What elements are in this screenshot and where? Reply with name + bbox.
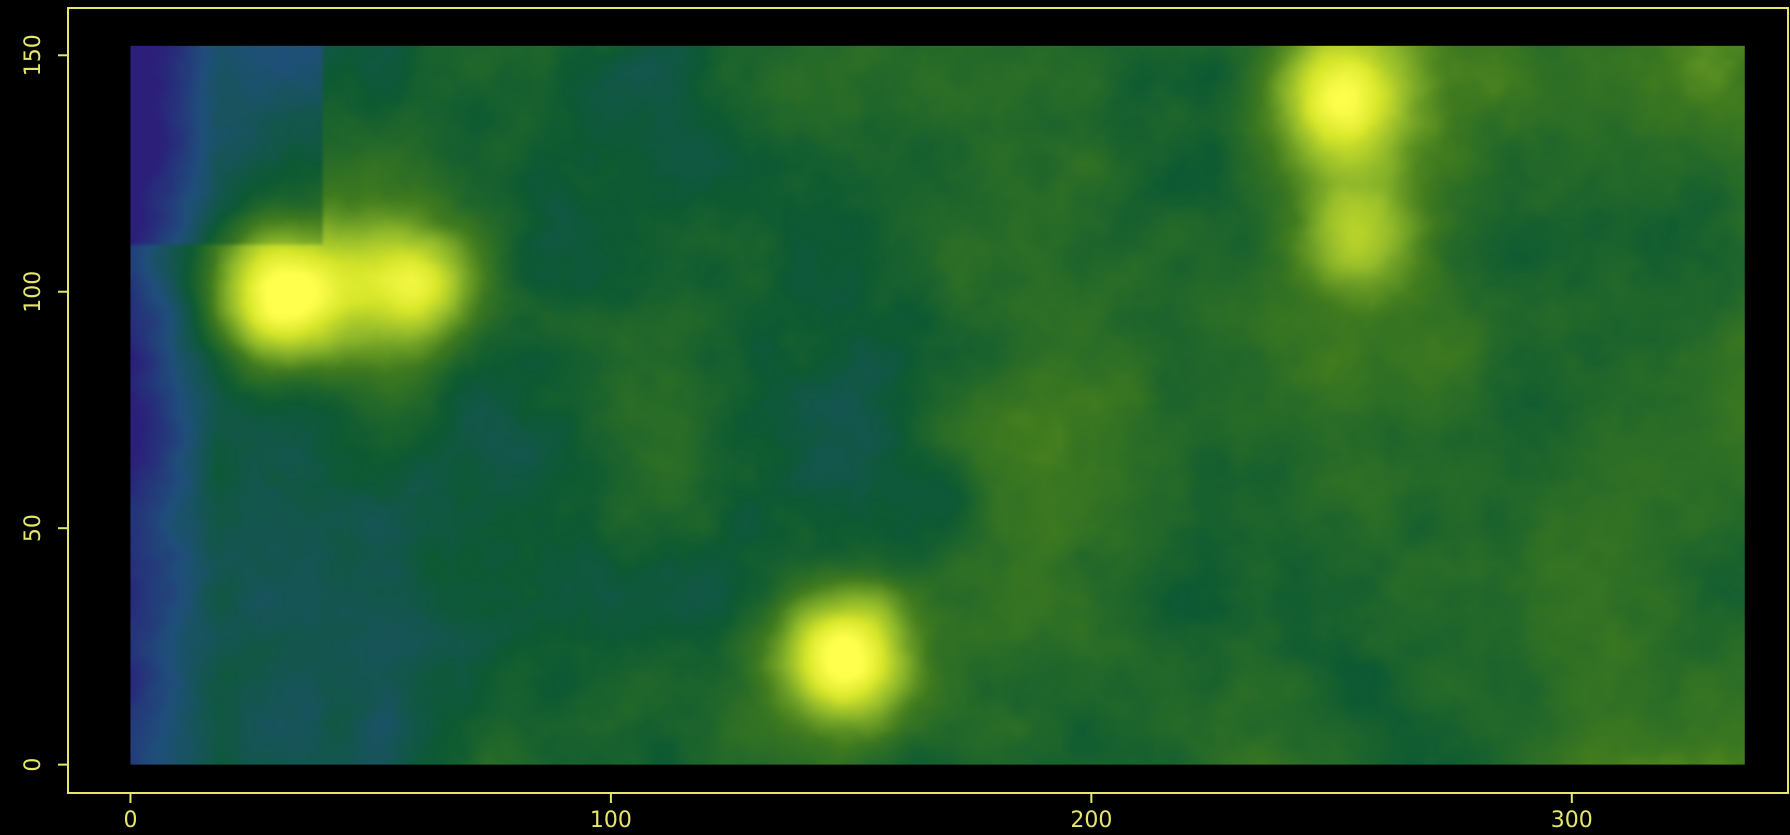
y-tick-label: 50 (21, 514, 46, 542)
x-tick-label: 0 (123, 808, 137, 833)
y-axis: 0 50 100 150 (21, 34, 69, 772)
x-tick-label: 300 (1551, 808, 1593, 833)
y-tick-label: 0 (21, 758, 46, 772)
heatmap-raster (130, 45, 1745, 765)
heatmap-image (130, 45, 1745, 765)
x-tick-label: 100 (590, 808, 632, 833)
y-tick-label: 150 (21, 34, 46, 76)
y-tick-label: 100 (21, 271, 46, 313)
x-tick-label: 200 (1070, 808, 1112, 833)
x-axis: 0 100 200 300 (123, 792, 1593, 833)
